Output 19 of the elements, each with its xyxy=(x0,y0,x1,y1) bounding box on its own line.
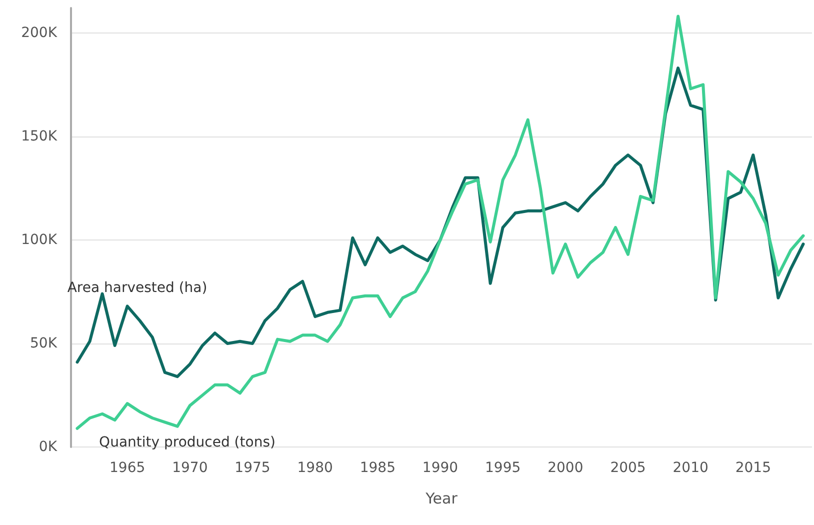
y-tick-label: 50K xyxy=(30,335,58,352)
y-tick-label: 200K xyxy=(21,24,58,41)
x-tick-label: 1965 xyxy=(110,460,146,476)
y-tick-label: 150K xyxy=(21,128,58,144)
y-tick-label: 100K xyxy=(21,232,58,248)
x-axis-title: Year xyxy=(424,490,458,508)
series-label: Quantity produced (tons) xyxy=(99,434,276,450)
x-tick-label: 1980 xyxy=(297,460,333,476)
x-tick-label: 1970 xyxy=(172,460,208,476)
x-tick-label: 1990 xyxy=(422,460,458,476)
x-tick-label: 2010 xyxy=(672,460,708,476)
series-label: Area harvested (ha) xyxy=(67,280,208,296)
x-tick-label: 2000 xyxy=(548,460,584,476)
x-tick-label: 2015 xyxy=(735,460,771,476)
x-tick-label: 2005 xyxy=(610,460,646,476)
x-tick-label: 1975 xyxy=(234,460,270,476)
x-tick-label: 1995 xyxy=(485,460,521,476)
x-tick-label: 1985 xyxy=(360,460,396,476)
y-tick-label: 0K xyxy=(38,439,58,455)
